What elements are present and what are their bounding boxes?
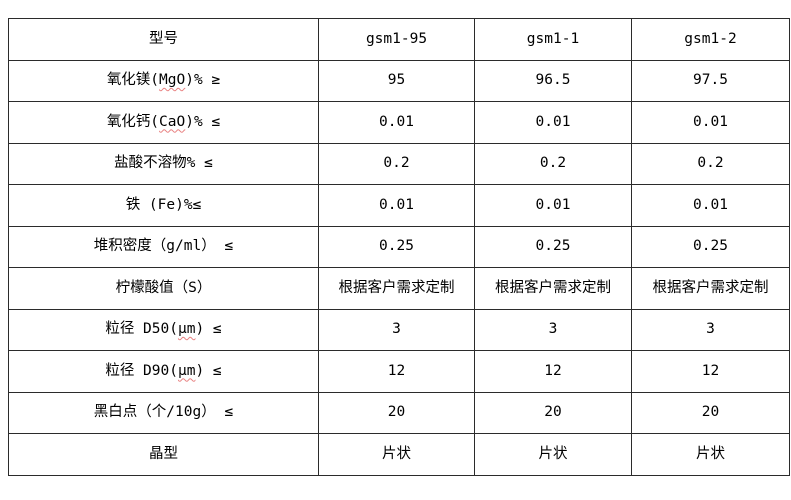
spec-value-cell: 0.25 bbox=[474, 225, 632, 268]
spec-value-cell: 0.25 bbox=[318, 225, 475, 268]
spec-value-cell: 0.01 bbox=[318, 101, 475, 144]
spec-label-text: 堆积密度（g/ml） ≤ bbox=[93, 238, 234, 255]
spellcheck-underlined-text: μm bbox=[177, 362, 196, 379]
column-header-cell: gsm1-2 bbox=[631, 18, 790, 61]
spec-value-cell: 0.01 bbox=[318, 184, 475, 227]
spec-label-text: )% ≥ bbox=[185, 72, 221, 89]
spec-value-cell: 3 bbox=[318, 308, 475, 351]
spec-value-cell: 0.2 bbox=[474, 142, 632, 185]
spellcheck-underlined-text: μm bbox=[177, 321, 196, 338]
spec-label-cell: 粒径 D50(μm) ≤ bbox=[8, 308, 319, 351]
spec-value-cell: 12 bbox=[474, 350, 632, 393]
spec-value-cell: 0.01 bbox=[474, 101, 632, 144]
spec-label-text: 晶型 bbox=[149, 445, 178, 462]
spec-label-cell: 堆积密度（g/ml） ≤ bbox=[8, 225, 319, 268]
spec-row: 堆积密度（g/ml） ≤0.25 0.25 0.25 bbox=[8, 225, 790, 268]
spec-value-cell: 片状 bbox=[474, 433, 632, 476]
spec-row: 黑白点（个/10g） ≤20 20 20 bbox=[8, 391, 790, 434]
row-header-cell: 型号 bbox=[8, 18, 319, 61]
spec-row: 氧化钙(CaO)% ≤0.01 0.01 0.01 bbox=[8, 101, 790, 144]
spec-label-text: 氧化钙( bbox=[106, 113, 160, 130]
spec-label-cell: 黑白点（个/10g） ≤ bbox=[8, 391, 319, 434]
spec-row: 粒径 D90(μm) ≤12 12 12 bbox=[8, 350, 790, 393]
spec-value-cell: 20 bbox=[631, 391, 790, 434]
spec-value-cell: 12 bbox=[631, 350, 790, 393]
spec-value-cell: 0.01 bbox=[631, 184, 790, 227]
spec-label-text: ) ≤ bbox=[195, 321, 222, 338]
spec-label-cell: 铁 (Fe)%≤ bbox=[8, 184, 319, 227]
spec-value-cell: 0.2 bbox=[631, 142, 790, 185]
spec-value-cell: 95 bbox=[318, 59, 475, 102]
spec-value-cell: 根据客户需求定制 bbox=[318, 267, 475, 310]
spellcheck-underlined-text: CaO bbox=[159, 113, 186, 130]
spec-row: 柠檬酸值（S） 根据客户需求定制 根据客户需求定制 根据客户需求定制 bbox=[8, 267, 790, 310]
spec-value-cell: 3 bbox=[631, 308, 790, 351]
spec-value-cell: 0.01 bbox=[631, 101, 790, 144]
spec-label-text: 粒径 D50( bbox=[105, 321, 178, 338]
spec-label-text: 铁 (Fe)%≤ bbox=[125, 196, 202, 213]
spec-value-cell: 片状 bbox=[631, 433, 790, 476]
spec-value-cell: 20 bbox=[474, 391, 632, 434]
spec-value-cell: 根据客户需求定制 bbox=[474, 267, 632, 310]
spec-label-cell: 粒径 D90(μm) ≤ bbox=[8, 350, 319, 393]
spellcheck-underlined-text: MgO bbox=[159, 72, 186, 89]
header-row: 型号 gsm1-95 gsm1-1 gsm1-2 bbox=[8, 18, 790, 61]
spec-label-text: ) ≤ bbox=[195, 362, 222, 379]
spec-value-cell: 0.25 bbox=[631, 225, 790, 268]
spec-label-cell: 盐酸不溶物% ≤ bbox=[8, 142, 319, 185]
spec-value-cell: 3 bbox=[474, 308, 632, 351]
spec-row: 氧化镁(MgO)% ≥95 96.5 97.5 bbox=[8, 59, 790, 102]
spec-value-cell: 0.01 bbox=[474, 184, 632, 227]
spec-row: 粒径 D50(μm) ≤3 3 3 bbox=[8, 308, 790, 351]
spec-label-cell: 氧化钙(CaO)% ≤ bbox=[8, 101, 319, 144]
spec-value-cell: 12 bbox=[318, 350, 475, 393]
spec-label-cell: 晶型 bbox=[8, 433, 319, 476]
spec-value-cell: 根据客户需求定制 bbox=[631, 267, 790, 310]
spec-label-text: 氧化镁( bbox=[106, 72, 160, 89]
spec-label-text: 柠檬酸值（S） bbox=[115, 279, 212, 296]
spec-value-cell: 96.5 bbox=[474, 59, 632, 102]
spec-label-text: 黑白点（个/10g） ≤ bbox=[93, 404, 234, 421]
spec-label-text: )% ≤ bbox=[185, 113, 221, 130]
spec-row: 盐酸不溶物% ≤0.2 0.2 0.2 bbox=[8, 142, 790, 185]
spec-row: 铁 (Fe)%≤ 0.01 0.01 0.01 bbox=[8, 184, 790, 227]
spec-label-text: 粒径 D90( bbox=[105, 362, 178, 379]
spec-value-cell: 20 bbox=[318, 391, 475, 434]
product-spec-table: 型号 gsm1-95 gsm1-1 gsm1-2 氧化镁(MgO)% ≥95 96.5 97… bbox=[8, 18, 790, 476]
product-spec-table-container: 型号 gsm1-95 gsm1-1 gsm1-2 氧化镁(MgO)% ≥95 96.5 97… bbox=[8, 18, 790, 476]
spec-label-cell: 柠檬酸值（S） bbox=[8, 267, 319, 310]
spec-row: 晶型 片状 片状 片状 bbox=[8, 433, 790, 476]
column-header-cell: gsm1-1 bbox=[474, 18, 632, 61]
column-header-cell: gsm1-95 bbox=[318, 18, 475, 61]
spec-table-body: 型号 gsm1-95 gsm1-1 gsm1-2 氧化镁(MgO)% ≥95 96.5 97… bbox=[8, 18, 790, 476]
spec-label-cell: 氧化镁(MgO)% ≥ bbox=[8, 59, 319, 102]
spec-label-text: 盐酸不溶物% ≤ bbox=[114, 155, 213, 172]
spec-value-cell: 97.5 bbox=[631, 59, 790, 102]
spec-value-cell: 0.2 bbox=[318, 142, 475, 185]
spec-value-cell: 片状 bbox=[318, 433, 475, 476]
